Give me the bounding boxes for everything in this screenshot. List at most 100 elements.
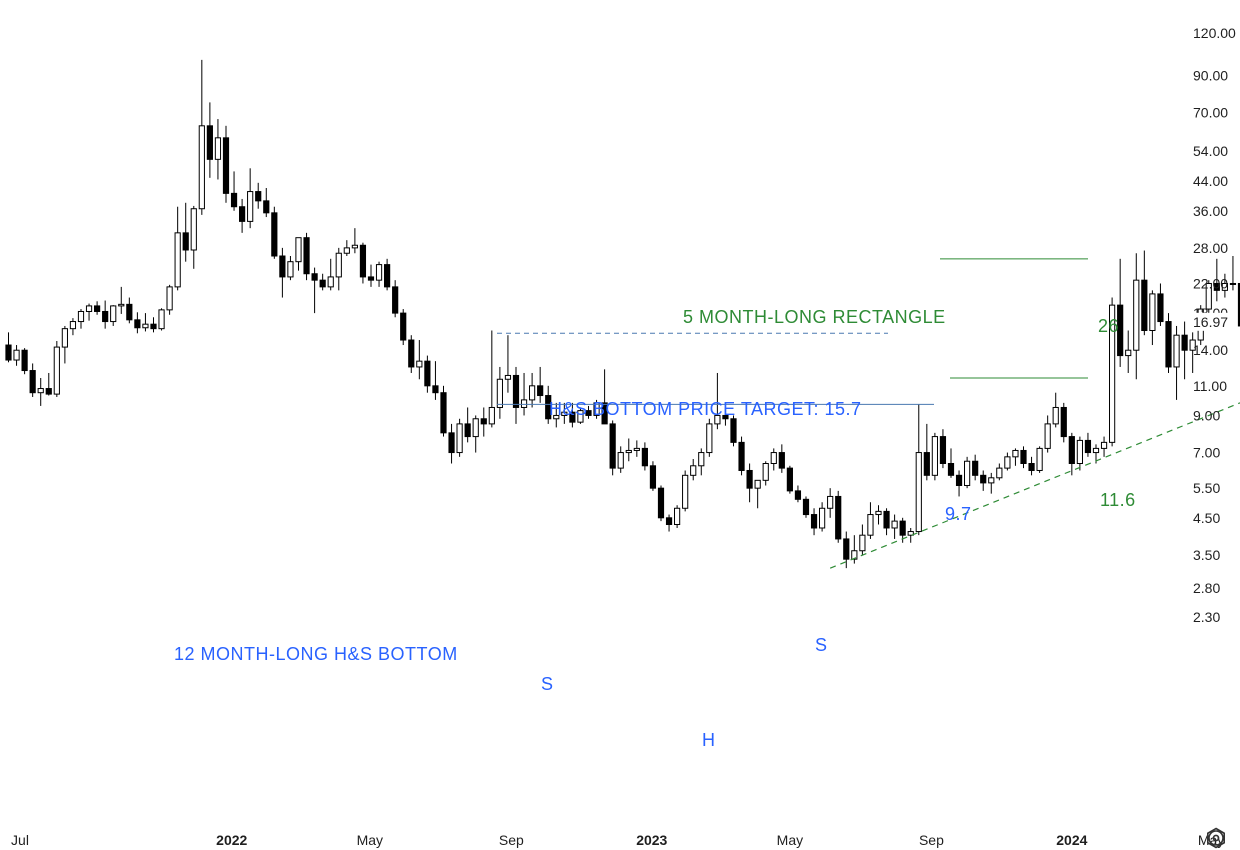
candle <box>512 366 520 424</box>
candle-body <box>698 452 705 467</box>
candle <box>1012 448 1019 466</box>
candle-body <box>206 125 213 160</box>
candle-body <box>1237 282 1240 327</box>
candle <box>730 415 737 447</box>
candle <box>214 119 222 180</box>
candle-body <box>480 418 487 425</box>
candle <box>657 485 665 522</box>
candle-body <box>327 276 334 288</box>
candle <box>206 102 213 178</box>
candle <box>472 415 479 453</box>
candle-body <box>53 346 60 395</box>
candle-body <box>1092 447 1100 454</box>
settings-gear-icon[interactable] <box>1204 826 1228 850</box>
candle <box>722 407 729 426</box>
candle-body <box>891 520 898 529</box>
candle-body <box>45 388 52 395</box>
candle-body <box>537 385 544 397</box>
time-axis[interactable]: Jul2022MaySep2023MaySep2024MaySep <box>11 832 1240 848</box>
candle-body <box>980 474 987 484</box>
candle-body <box>1100 441 1108 449</box>
candle <box>706 418 713 457</box>
candle-body <box>432 385 439 394</box>
candle <box>263 188 270 218</box>
candle <box>1068 432 1075 476</box>
candle-body <box>722 414 729 420</box>
candle-body <box>1052 406 1059 425</box>
candle <box>359 242 367 284</box>
rectangle-label: 5 MONTH-LONG RECTANGLE <box>683 307 946 327</box>
candle <box>674 505 681 528</box>
price-tick-label: 3.50 <box>1193 547 1220 563</box>
candle <box>867 502 874 539</box>
candle <box>762 461 769 486</box>
candle <box>875 505 882 525</box>
candle-body <box>770 452 777 465</box>
candle <box>585 405 592 419</box>
candle <box>222 125 230 203</box>
candle-body <box>118 303 125 307</box>
price-tick-label: 4.50 <box>1193 510 1220 526</box>
candle-body <box>1229 282 1237 285</box>
candle <box>883 508 890 536</box>
candle <box>738 436 745 476</box>
candle <box>1036 446 1043 473</box>
candle-body <box>625 449 632 454</box>
candle-body <box>641 447 648 467</box>
price-tick-label: 22.00 <box>1193 275 1228 291</box>
candle-body <box>488 406 495 425</box>
candle <box>1157 283 1164 326</box>
candle <box>1213 258 1220 302</box>
candle <box>61 325 68 364</box>
candle <box>456 418 463 457</box>
candle <box>633 440 640 457</box>
candle-body <box>424 360 431 387</box>
candle-body <box>1020 449 1027 465</box>
candle-body <box>239 206 246 222</box>
candle <box>21 348 28 375</box>
candle-body <box>319 279 326 288</box>
candle-body <box>94 305 101 312</box>
candle <box>923 423 930 481</box>
candle-body <box>1221 282 1228 291</box>
candle <box>295 237 302 271</box>
price-tick-label: 14.00 <box>1193 342 1228 358</box>
candle <box>931 432 938 481</box>
candle-body <box>529 385 536 401</box>
candle <box>319 273 326 291</box>
candle-body <box>1157 293 1164 323</box>
candle-body <box>303 237 310 275</box>
candle-body <box>996 467 1003 479</box>
candle <box>1237 282 1240 327</box>
candle <box>529 372 536 408</box>
candle-body <box>222 137 230 194</box>
candle-body <box>408 339 415 368</box>
candle-body <box>674 507 681 526</box>
candle <box>714 372 721 430</box>
time-tick-label: 2023 <box>636 832 667 848</box>
left-shoulder-label: S <box>541 674 554 694</box>
candle <box>1165 313 1172 373</box>
candle <box>1205 280 1212 314</box>
candle-body <box>553 414 560 420</box>
candle-body <box>198 125 205 210</box>
candle <box>480 407 487 437</box>
candle-body <box>416 360 423 368</box>
candle <box>1109 297 1116 447</box>
candle <box>343 240 350 257</box>
candle-body <box>738 441 745 471</box>
candle <box>351 228 358 254</box>
candle-body <box>754 479 761 489</box>
candle-body <box>61 328 68 348</box>
candle <box>520 372 528 416</box>
candle <box>1004 452 1011 471</box>
price-axis[interactable]: 120.00 90.00 70.00 54.00 44.00 36.00 28.00 22.0… <box>1186 25 1236 625</box>
candle <box>13 345 20 366</box>
candle-body <box>875 510 882 516</box>
candle-body <box>1213 282 1220 291</box>
candle-body <box>778 452 785 469</box>
candle-body <box>1004 456 1011 469</box>
candle <box>947 448 955 478</box>
candle <box>29 363 36 397</box>
